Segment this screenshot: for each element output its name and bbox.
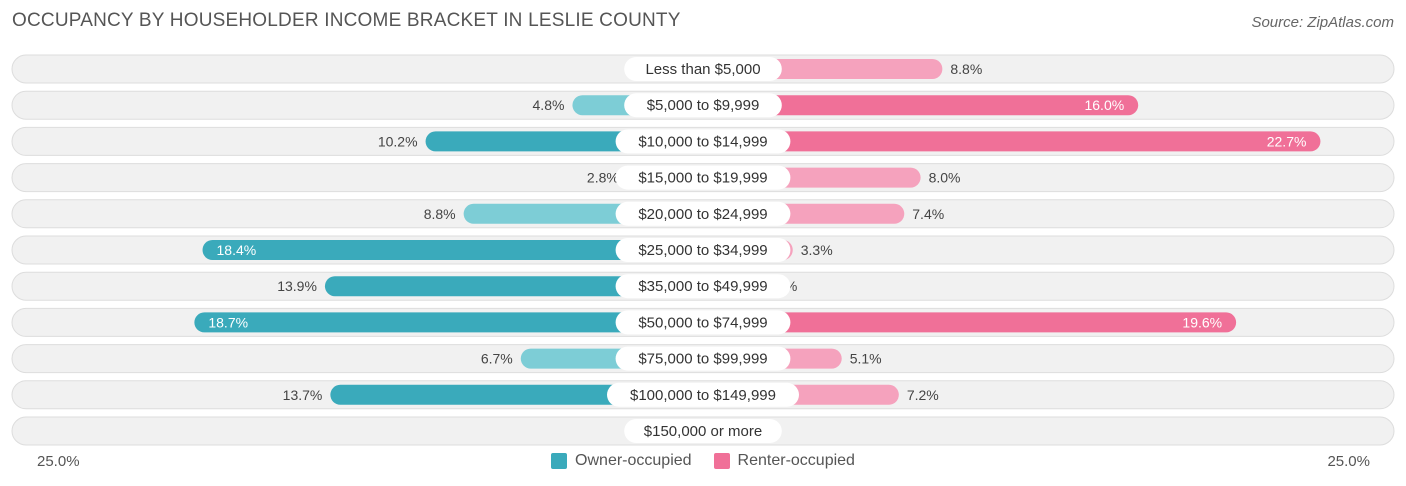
owner-bar[interactable] xyxy=(202,240,713,260)
owner-value-label: 10.2% xyxy=(378,133,418,149)
category-pill xyxy=(615,238,791,262)
owner-value-label: 6.7% xyxy=(481,351,513,367)
renter-bar[interactable] xyxy=(693,131,1321,152)
chart-row: 8.8% 7.4% $20,000 to $24,999 xyxy=(11,199,1395,229)
legend-renter-label: Renter-occupied xyxy=(737,452,855,469)
category-pill xyxy=(624,93,782,118)
category-label: Less than $5,000 xyxy=(645,61,760,78)
owner-value-label: 13.9% xyxy=(277,278,317,294)
legend-owner-label: Owner-occupied xyxy=(575,452,692,469)
renter-value-label: 22.7% xyxy=(1267,133,1307,149)
chart-row: 1.3%8.8%Less than $5,000 xyxy=(11,54,1395,84)
category-pill xyxy=(615,310,791,335)
category-pill xyxy=(607,382,799,407)
category-pill xyxy=(615,346,791,371)
renter-value-label: 8.0% xyxy=(929,170,961,186)
category-label: $50,000 to $74,999 xyxy=(638,314,767,331)
chart-row: 0.78%0.0%$150,000 or more xyxy=(11,416,1395,446)
source-note: Source: ZipAtlas.com xyxy=(1251,14,1394,31)
owner-value-label: 2.8% xyxy=(587,170,619,186)
axis-left-label: 25.0% xyxy=(37,453,80,470)
legend: Owner-occupied Renter-occupied xyxy=(0,452,1406,470)
owner-value-label: 8.8% xyxy=(424,206,456,222)
renter-bar[interactable] xyxy=(693,95,1139,116)
owner-value-label: 18.4% xyxy=(217,242,257,258)
owner-value-label: 18.7% xyxy=(208,314,248,330)
chart-row: 6.7% 5.1% $75,000 to $99,999 xyxy=(11,344,1395,374)
category-pill xyxy=(615,129,791,154)
chart-row: 10.2% 22.7% $10,000 to $14,999 xyxy=(11,126,1395,156)
category-label: $5,000 to $9,999 xyxy=(647,97,760,114)
category-label: $20,000 to $24,999 xyxy=(638,206,767,223)
category-pill xyxy=(615,274,791,299)
renter-value-label: 16.0% xyxy=(1084,97,1124,113)
category-label: $150,000 or more xyxy=(644,423,762,440)
renter-value-label: 7.2% xyxy=(907,387,939,403)
category-label: $35,000 to $49,999 xyxy=(638,278,767,295)
owner-bar[interactable] xyxy=(324,276,713,297)
legend-renter[interactable]: Renter-occupied xyxy=(713,452,855,470)
chart-row: 18.7% 19.6% $50,000 to $74,999 xyxy=(11,307,1395,337)
category-label: $25,000 to $34,999 xyxy=(638,242,767,259)
owner-value-label: 4.8% xyxy=(533,97,565,113)
renter-value-label: 5.1% xyxy=(850,351,882,367)
category-label: $15,000 to $19,999 xyxy=(638,170,767,187)
renter-value-label: 7.4% xyxy=(912,206,944,222)
axis-right-label: 25.0% xyxy=(1327,453,1370,470)
legend-owner[interactable]: Owner-occupied xyxy=(551,452,692,470)
category-label: $100,000 to $149,999 xyxy=(630,387,776,404)
owner-bar[interactable] xyxy=(194,312,714,333)
category-pill xyxy=(615,201,791,226)
renter-value-label: 19.6% xyxy=(1182,314,1222,330)
category-label: $75,000 to $99,999 xyxy=(638,351,767,368)
chart-row: 13.7% 7.2% $100,000 to $149,999 xyxy=(11,380,1395,410)
renter-swatch xyxy=(713,453,730,469)
chart-row: 2.8% 8.0% $15,000 to $19,999 xyxy=(11,163,1395,193)
chart-row: 4.8% 16.0% $5,000 to $9,999 xyxy=(11,90,1395,120)
category-pill xyxy=(615,165,791,190)
renter-bar[interactable] xyxy=(693,312,1237,333)
category-pill xyxy=(624,419,782,443)
chart-title: OCCUPANCY BY HOUSEHOLDER INCOME BRACKET … xyxy=(12,10,681,31)
renter-value-label: 3.3% xyxy=(801,242,833,258)
owner-swatch xyxy=(551,453,568,469)
renter-value-label: 8.8% xyxy=(950,61,982,77)
chart-row: 18.4% 3.3% $25,000 to $34,999 xyxy=(11,235,1395,265)
category-label: $10,000 to $14,999 xyxy=(638,133,767,150)
owner-value-label: 13.7% xyxy=(283,387,323,403)
chart-row: 13.9%2.0%$35,000 to $49,999 xyxy=(11,271,1395,301)
category-pill xyxy=(624,57,782,81)
